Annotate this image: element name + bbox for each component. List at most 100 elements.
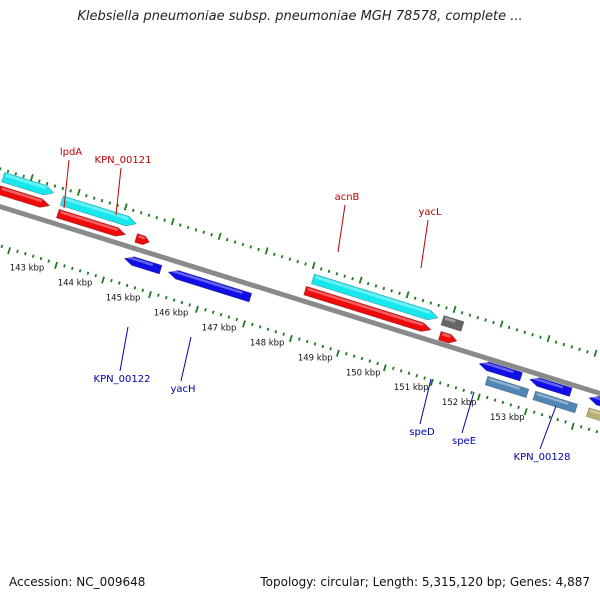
tick-mark [345,352,348,356]
tick-mark [101,276,105,284]
gene-feature-yacl-red[interactable] [438,330,458,345]
tick-mark [376,361,379,366]
gene-label-yach[interactable]: yacH [170,336,196,395]
tick-mark [22,174,26,178]
gene-feature-blue-a[interactable] [478,359,523,382]
gene-feature-cyan-1[interactable] [1,172,56,197]
tick-mark [390,289,393,293]
tick-mark [548,415,552,419]
tick-mark [460,311,464,315]
tick-mark [31,254,35,258]
tick-mark [157,293,160,297]
tick-mark [180,300,184,305]
tick-mark [163,218,166,222]
gene-label-kpn_00122[interactable]: KPN_00122 [94,326,151,385]
gene-feature-kpn00122[interactable] [123,254,163,275]
tick-mark [313,342,317,346]
tick-mark [233,240,237,244]
tick-mark [225,237,229,242]
tick-mark [47,259,51,263]
tick-mark [368,359,372,363]
tick-mark [38,179,41,183]
tick-label: 151 kbp [394,383,429,393]
gene-label-lpda[interactable]: lpdA [60,147,82,209]
tick-mark [421,298,425,303]
tick-mark [319,267,323,271]
tick-label: 143 kbp [10,264,45,274]
gene-feature-yach[interactable] [167,268,253,303]
tick-mark [423,376,426,380]
tick-mark [476,393,481,401]
gene-label-kpn_00128[interactable]: KPN_00128 [514,405,571,463]
tick-mark [100,198,104,203]
tick-mark [501,400,505,405]
tick-label: 148 kbp [250,338,285,348]
gene-feature-kpn00121[interactable] [134,233,151,247]
svg-text:lpdA: lpdA [60,147,82,158]
tick-mark [71,266,74,271]
tick-mark [194,228,198,232]
tick-mark [188,303,192,307]
gene-feature-spee[interactable] [532,390,578,414]
tick-mark [509,403,513,407]
tick-mark [366,281,370,286]
tick-mark [351,276,354,281]
tick-mark [186,225,190,230]
tick-mark [289,334,293,343]
tick-mark [125,283,129,288]
tick-mark [94,273,98,278]
gene-label-yacl[interactable]: yacL [418,207,442,269]
tick-mark [492,320,495,325]
tick-mark [343,274,347,278]
gene-label-sped[interactable]: speD [409,378,435,438]
tick-mark [148,291,152,299]
tick-mark [523,330,527,334]
tick-mark [202,230,206,235]
tick-mark [133,286,137,290]
tick-mark [360,356,364,361]
gene-feature-yacl[interactable] [440,315,465,332]
tick-mark [595,430,599,434]
gene-feature-blue-b[interactable] [528,375,573,397]
gene-feature-lpda-cyan[interactable] [59,195,137,229]
gene-feature-sped[interactable] [484,375,530,399]
outer-tick-track [0,167,598,357]
gene-labels: lpdA KPN_00121 acnB yacL KPN_00122 yacH speD sp… [60,147,571,463]
gene-label-acnb[interactable]: acnB [335,192,360,253]
gene-label-kpn_00121[interactable]: KPN_00121 [95,155,152,216]
tick-mark [540,412,544,417]
gene-feature-kpn00128[interactable] [585,407,600,451]
tick-mark [92,196,96,200]
svg-text:yacL: yacL [418,207,442,218]
gene-feature-lpda-red[interactable] [56,208,127,239]
gene-feature-red-1[interactable] [0,185,51,210]
tick-mark [123,203,128,211]
tick-mark [132,208,135,213]
tick-mark [164,295,168,300]
tick-mark [78,269,82,273]
tick-mark [296,259,300,264]
tick-mark [274,330,278,334]
tick-mark [311,261,316,270]
tick-mark [517,405,520,410]
tick-mark [399,369,403,373]
tick-mark [241,242,245,247]
tick-mark [204,308,207,312]
tick-mark [470,391,473,395]
tick-mark [39,256,43,261]
gene-feature-acnb-red[interactable] [303,285,433,334]
tick-mark [0,167,2,171]
gene-feature-acnb-cyan[interactable] [311,273,439,323]
tick-mark [454,386,458,390]
tick-mark [7,247,11,255]
svg-text:KPN_00128: KPN_00128 [514,452,571,463]
tick-mark [336,349,340,357]
tick-mark [391,366,395,371]
tick-mark [556,417,560,422]
tick-mark [0,244,4,249]
tick-mark [358,276,363,284]
gene-label-spee[interactable]: speE [452,391,476,447]
gene-feature-kpn00128-blue[interactable] [588,394,600,431]
tick-mark [14,172,18,176]
